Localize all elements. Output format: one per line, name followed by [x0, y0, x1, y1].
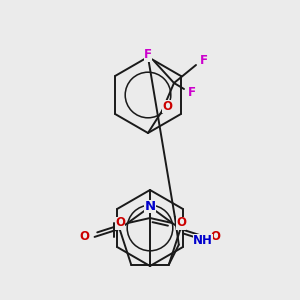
Text: O: O [115, 217, 125, 230]
Text: NH: NH [193, 234, 213, 247]
Text: O: O [80, 230, 90, 243]
Text: O: O [210, 230, 220, 243]
Text: O: O [176, 217, 186, 230]
Text: F: F [144, 49, 152, 62]
Text: O: O [162, 100, 172, 112]
Text: F: F [188, 85, 196, 98]
Text: N: N [144, 200, 156, 213]
Text: F: F [200, 55, 208, 68]
